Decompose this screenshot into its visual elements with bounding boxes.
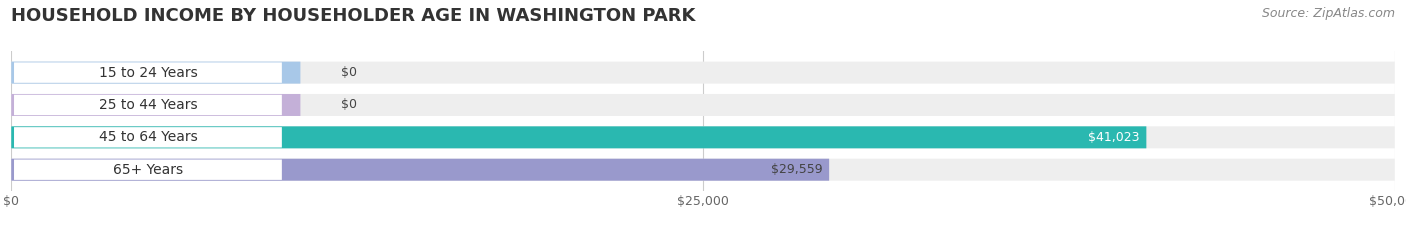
Text: 65+ Years: 65+ Years bbox=[112, 163, 183, 177]
FancyBboxPatch shape bbox=[11, 159, 830, 181]
Text: $0: $0 bbox=[340, 66, 357, 79]
FancyBboxPatch shape bbox=[11, 126, 1395, 148]
Text: 25 to 44 Years: 25 to 44 Years bbox=[98, 98, 197, 112]
Text: 45 to 64 Years: 45 to 64 Years bbox=[98, 130, 198, 144]
FancyBboxPatch shape bbox=[14, 160, 281, 180]
FancyBboxPatch shape bbox=[11, 62, 1395, 84]
Text: HOUSEHOLD INCOME BY HOUSEHOLDER AGE IN WASHINGTON PARK: HOUSEHOLD INCOME BY HOUSEHOLDER AGE IN W… bbox=[11, 7, 696, 25]
FancyBboxPatch shape bbox=[11, 126, 1146, 148]
Text: $0: $0 bbox=[340, 99, 357, 111]
Text: $41,023: $41,023 bbox=[1088, 131, 1139, 144]
Text: Source: ZipAtlas.com: Source: ZipAtlas.com bbox=[1261, 7, 1395, 20]
FancyBboxPatch shape bbox=[11, 159, 1395, 181]
FancyBboxPatch shape bbox=[14, 95, 281, 115]
FancyBboxPatch shape bbox=[14, 127, 281, 147]
FancyBboxPatch shape bbox=[14, 62, 281, 83]
FancyBboxPatch shape bbox=[11, 94, 301, 116]
Text: 15 to 24 Years: 15 to 24 Years bbox=[98, 66, 198, 80]
FancyBboxPatch shape bbox=[11, 94, 1395, 116]
Text: $29,559: $29,559 bbox=[770, 163, 823, 176]
FancyBboxPatch shape bbox=[11, 62, 301, 84]
